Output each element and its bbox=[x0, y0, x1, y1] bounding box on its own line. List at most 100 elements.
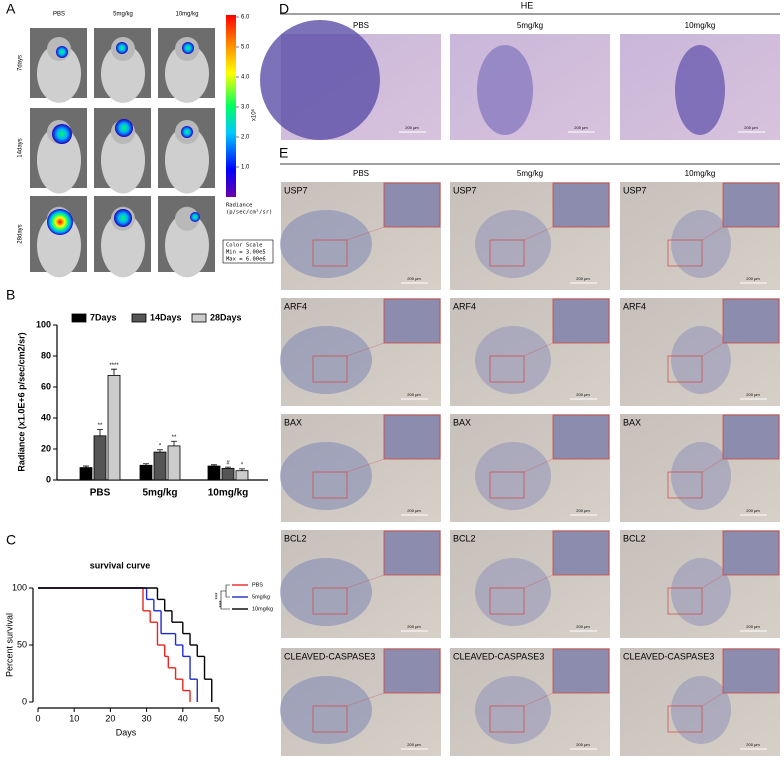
colorbar-unit: (p/sec/cm²/sr) bbox=[226, 209, 272, 216]
significance-label: # bbox=[226, 461, 230, 467]
tissue-region bbox=[671, 326, 731, 394]
significance-label: * bbox=[241, 462, 244, 468]
y-tick-label: 100 bbox=[12, 582, 27, 592]
x-tick-label: 10 bbox=[69, 713, 79, 723]
column-header: 10mg/kg bbox=[175, 12, 198, 18]
error-bar bbox=[225, 466, 231, 469]
error-bar bbox=[143, 463, 149, 466]
x-tick-label: PBS bbox=[90, 488, 111, 499]
legend-label: PBS bbox=[252, 582, 263, 588]
scale-bar-label: 200 μm bbox=[746, 742, 760, 747]
inset-connector bbox=[346, 226, 385, 241]
scale-bar-label: 200 μm bbox=[407, 508, 421, 513]
inset-source bbox=[312, 471, 348, 499]
inset bbox=[722, 530, 780, 576]
marker-label: CLEAVED-CASPASE3 bbox=[453, 651, 544, 661]
inset bbox=[722, 298, 780, 344]
inset-connector bbox=[523, 574, 554, 589]
legend-label: 5mg/kg bbox=[252, 594, 270, 600]
mouse-body bbox=[101, 44, 145, 103]
legend-swatch bbox=[71, 313, 87, 323]
error-bar bbox=[111, 368, 117, 376]
colorbar bbox=[226, 15, 236, 197]
column-header: PBS bbox=[353, 21, 369, 30]
y-tick-label: 20 bbox=[41, 443, 51, 453]
scale-bar-label: 200 μm bbox=[574, 125, 588, 130]
legend-label: 14Days bbox=[150, 312, 182, 322]
inset-connector bbox=[346, 458, 385, 473]
inset-connector bbox=[523, 342, 554, 357]
inset-source bbox=[312, 705, 348, 733]
y-tick-label: 0 bbox=[22, 696, 27, 706]
tissue-region bbox=[671, 442, 731, 510]
color-scale-box bbox=[222, 239, 274, 264]
column-header: PBS bbox=[353, 169, 369, 178]
panel-label: B bbox=[6, 287, 15, 303]
tissue-region bbox=[280, 558, 372, 626]
signal bbox=[47, 209, 73, 235]
inset-source bbox=[489, 471, 525, 499]
bar bbox=[79, 467, 93, 481]
error-bar bbox=[171, 440, 177, 446]
inset-source bbox=[312, 239, 348, 267]
inset bbox=[383, 530, 441, 576]
inset-source bbox=[667, 705, 703, 733]
inset bbox=[383, 298, 441, 344]
bar bbox=[221, 467, 235, 481]
legend-swatch bbox=[131, 313, 147, 323]
column-header: 10mg/kg bbox=[685, 169, 716, 178]
inset-source bbox=[489, 587, 525, 615]
marker-label: CLEAVED-CASPASE3 bbox=[284, 651, 375, 661]
color-scale-text: Color Scale bbox=[226, 243, 262, 249]
marker-label: CLEAVED-CASPASE3 bbox=[623, 651, 714, 661]
y-tick-label: 80 bbox=[41, 350, 51, 360]
inset-connector bbox=[701, 342, 724, 357]
marker-label: BAX bbox=[284, 417, 302, 427]
mouse-body bbox=[165, 126, 209, 194]
scale-bar-label: 200 μm bbox=[744, 125, 758, 130]
inset bbox=[552, 414, 610, 460]
y-tick-label: 0 bbox=[46, 474, 51, 484]
inset-connector bbox=[701, 458, 724, 473]
mouse-body bbox=[165, 213, 209, 278]
bar bbox=[107, 374, 121, 481]
colorbar-tick-label: 1.0 bbox=[241, 165, 250, 171]
significance-label: **** bbox=[109, 363, 119, 369]
inset-source bbox=[312, 355, 348, 383]
mouse-body bbox=[165, 44, 209, 103]
inset-source bbox=[489, 239, 525, 267]
colorbar-tick-label: 3.0 bbox=[241, 105, 250, 111]
panel-title: HE bbox=[521, 0, 534, 10]
inset-connector bbox=[701, 692, 724, 707]
row-label: 14days bbox=[18, 138, 24, 157]
bar bbox=[93, 435, 107, 481]
colorbar-tick-label: 2.0 bbox=[241, 135, 250, 141]
significance-label: *** bbox=[216, 592, 222, 600]
tissue-region bbox=[280, 676, 372, 744]
tissue-region bbox=[671, 210, 731, 278]
column-header: 5mg/kg bbox=[517, 169, 543, 178]
tissue-region bbox=[280, 210, 372, 278]
column-header: 10mg/kg bbox=[685, 21, 716, 30]
x-tick-label: 40 bbox=[178, 713, 188, 723]
significance-bracket bbox=[220, 584, 230, 610]
inset-connector bbox=[701, 226, 724, 241]
tissue-region bbox=[280, 442, 372, 510]
y-tick-label: 100 bbox=[36, 319, 51, 329]
tissue-region bbox=[475, 676, 551, 744]
error-bar bbox=[83, 465, 89, 468]
marker-label: BCL2 bbox=[284, 533, 307, 543]
legend-label: 7Days bbox=[90, 312, 117, 322]
legend-label: 10mg/kg bbox=[252, 606, 273, 612]
row-label: 7days bbox=[18, 55, 24, 71]
inset bbox=[552, 530, 610, 576]
y-tick-label: 50 bbox=[17, 639, 27, 649]
marker-label: USP7 bbox=[453, 185, 477, 195]
inset bbox=[722, 648, 780, 694]
x-tick-label: 50 bbox=[214, 713, 224, 723]
tissue-region bbox=[671, 676, 731, 744]
inset-source bbox=[667, 471, 703, 499]
x-tick-label: 10mg/kg bbox=[208, 488, 249, 499]
error-bar bbox=[211, 464, 217, 467]
bar bbox=[167, 445, 181, 481]
